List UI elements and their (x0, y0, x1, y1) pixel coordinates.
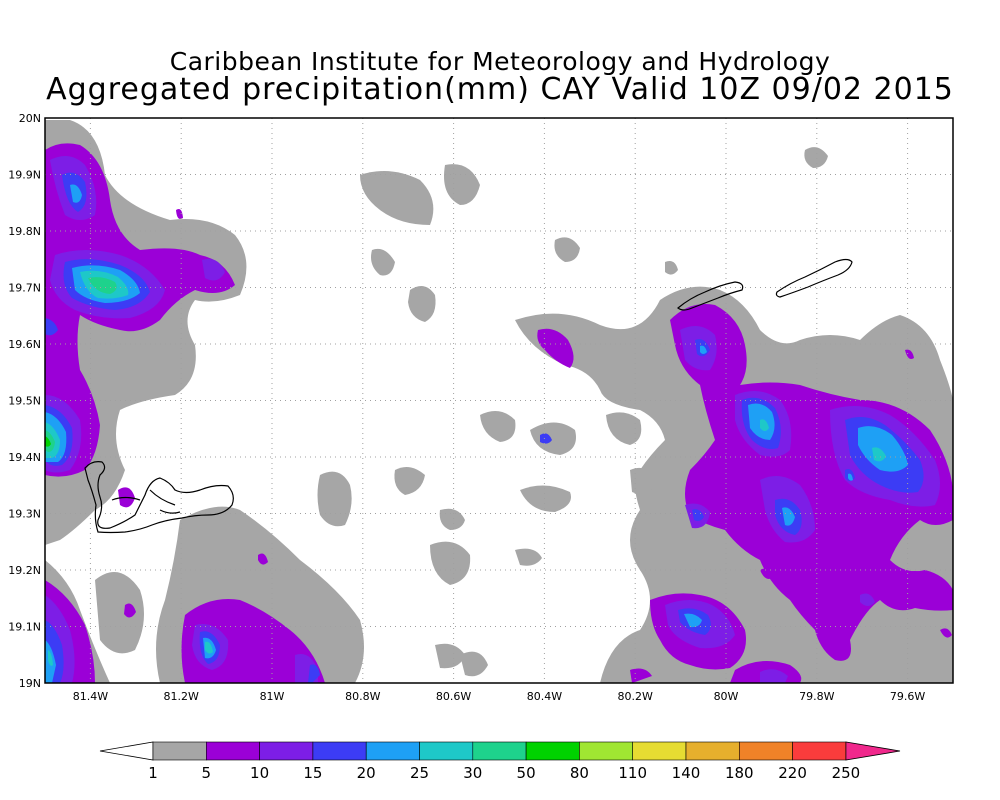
lat-label: 19N (19, 677, 41, 690)
longitude-labels: 81.4W 81.2W 81W 80.8W 80.6W 80.4W 80.2W 80W 79.8… (73, 690, 926, 703)
lat-label: 20N (19, 112, 41, 125)
colorbar-swatch (365, 741, 420, 761)
lon-label: 81.4W (73, 690, 108, 703)
lon-label: 80.8W (345, 690, 380, 703)
lon-label: 81W (260, 690, 285, 703)
colorbar-swatch (738, 741, 793, 761)
colorbar-label: 15 (303, 764, 322, 782)
colorbar-labels: 1 5 10 15 20 25 30 50 80 110 140 180 220 250 (148, 764, 860, 782)
colorbar-label: 1 (148, 764, 158, 782)
colorbar-label: 250 (832, 764, 861, 782)
lon-label: 79.8W (799, 690, 834, 703)
lon-label: 80.4W (527, 690, 562, 703)
colorbar-swatch (632, 741, 687, 761)
lat-label: 19.9N (8, 169, 41, 182)
map-frame (44, 117, 954, 684)
colorbar-swatch (206, 741, 260, 761)
lat-label: 19.3N (8, 508, 41, 521)
land-outlines (84, 258, 853, 534)
lat-label: 19.6N (8, 338, 41, 351)
colorbar-swatch (792, 741, 847, 761)
lat-label: 19.2N (8, 564, 41, 577)
lat-label: 19.7N (8, 282, 41, 295)
grand-cayman-inner-lines (111, 489, 181, 514)
precip-band-50-80 (45, 436, 51, 447)
colorbar-swatch (152, 741, 207, 761)
lon-label: 80.2W (618, 690, 653, 703)
colorbar-swatch (685, 741, 740, 761)
colorbar-label: 20 (357, 764, 376, 782)
colorbar-label: 110 (618, 764, 647, 782)
colorbar-label: 80 (570, 764, 589, 782)
lon-label: 79.6W (890, 690, 925, 703)
lat-label: 19.8N (8, 225, 41, 238)
colorbar-label: 180 (725, 764, 754, 782)
lon-label: 81.2W (164, 690, 199, 703)
colorbar-swatch (472, 741, 527, 761)
lon-label: 80.6W (436, 690, 471, 703)
colorbar-swatch (259, 741, 314, 761)
latitude-labels: 20N 19.9N 19.8N 19.7N 19.6N 19.5N 19.4N 19.3N 19… (8, 112, 41, 690)
lat-label: 19.4N (8, 451, 41, 464)
lat-label: 19.5N (8, 395, 41, 408)
little-cayman-outline (775, 258, 853, 298)
grand-cayman-outline (84, 461, 234, 534)
colorbar-label: 5 (202, 764, 212, 782)
colorbar-label: 25 (410, 764, 429, 782)
gridlines (45, 118, 953, 683)
lat-label: 19.1N (8, 621, 41, 634)
map-title-line-1: Caribbean Institute for Meteorology and … (169, 47, 831, 76)
colorbar-label: 30 (463, 764, 482, 782)
colorbar-swatch (525, 741, 580, 761)
colorbar-label: 140 (672, 764, 701, 782)
colorbar-swatch (312, 741, 367, 761)
colorbar-underflow-triangle (99, 741, 154, 761)
colorbar-overflow-triangle (845, 741, 901, 761)
colorbar-swatch (579, 741, 634, 761)
colorbar (99, 741, 901, 761)
colorbar-label: 220 (778, 764, 807, 782)
colorbar-label: 50 (517, 764, 536, 782)
colorbar-label: 10 (250, 764, 269, 782)
lon-label: 80W (714, 690, 739, 703)
colorbar-swatch (419, 741, 474, 761)
precipitation-field (45, 120, 953, 683)
map-title-line-2: Aggregated precipitation(mm) CAY Valid 1… (46, 72, 954, 107)
cayman-brac-outline (677, 281, 744, 311)
